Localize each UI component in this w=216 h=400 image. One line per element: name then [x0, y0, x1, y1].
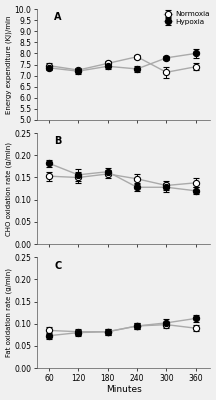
X-axis label: Minutes: Minutes: [106, 386, 141, 394]
Y-axis label: Fat oxidation rate (g/min): Fat oxidation rate (g/min): [6, 268, 12, 357]
Text: A: A: [54, 12, 62, 22]
Y-axis label: Energy expenditure (KJ)/min: Energy expenditure (KJ)/min: [6, 15, 12, 114]
Text: C: C: [54, 260, 61, 270]
Legend: Normoxia, Hypoxia: Normoxia, Hypoxia: [163, 10, 210, 26]
Text: B: B: [54, 136, 61, 146]
Y-axis label: CHO oxidation rate (g/min): CHO oxidation rate (g/min): [6, 142, 12, 236]
